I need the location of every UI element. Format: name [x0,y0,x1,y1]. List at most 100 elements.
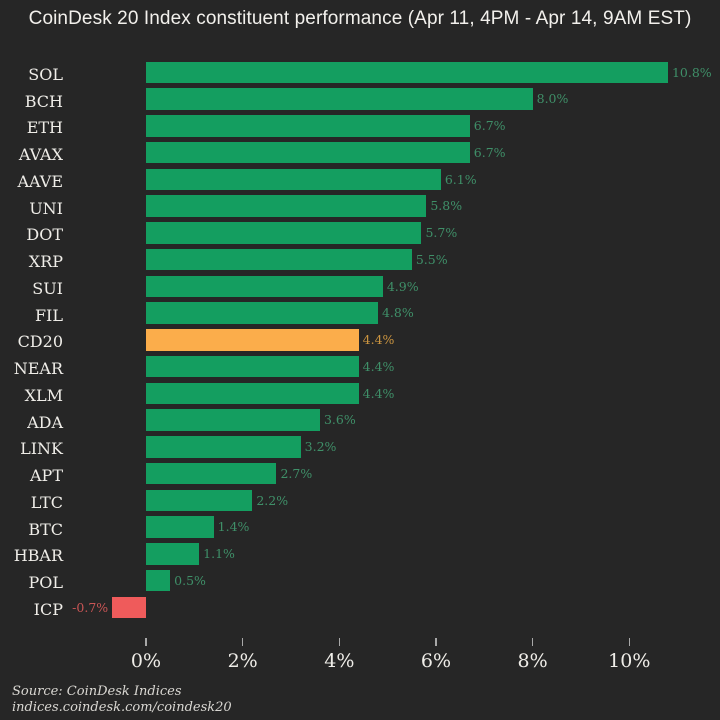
bar-eth [146,115,470,137]
category-label-hbar: HBAR [13,546,63,566]
category-label-cd20: CD20 [17,332,63,352]
category-label-btc: BTC [28,519,63,539]
bar-link [146,436,301,458]
bar-row-sol: SOL 10.8% [0,61,720,88]
x-tick-label-10%: 10% [608,650,651,672]
category-label-pol: POL [28,573,63,593]
bar-pol [146,569,171,592]
value-label-xlm: 4.4% [362,385,395,401]
category-label-xrp: XRP [28,252,63,272]
bar-uni [146,195,427,217]
bar-row-uni: UNI 5.8% [0,195,720,222]
category-label-fil: FIL [34,305,63,325]
category-label-apt: APT [30,466,63,486]
category-label-bch: BCH [24,91,63,111]
value-label-apt: 2.7% [280,465,313,481]
bar-ada [146,409,320,431]
category-label-uni: UNI [29,198,63,218]
value-label-sui: 4.9% [386,278,419,294]
source-line-1: Source: CoinDesk Indices [12,684,182,699]
x-tick-label-0%: 0% [130,650,162,672]
value-label-cd20: 4.4% [362,332,395,347]
category-label-aave: AAVE [17,171,63,191]
category-label-ada: ADA [27,412,63,432]
bar-apt [146,462,277,485]
value-label-pol: 0.5% [174,572,206,588]
category-label-eth: ETH [26,118,63,138]
bar-xlm [146,382,359,404]
value-label-icp: -0.7% [72,599,109,615]
value-label-avax: 6.7% [473,144,506,160]
value-label-fil: 4.8% [381,305,414,321]
bar-hbar [146,543,200,565]
bar-row-hbar: HBAR 1.1% [0,543,720,570]
bar-row-dot: DOT 5.7% [0,222,720,249]
bar-icp [112,596,146,618]
x-tick-label-4%: 4% [324,650,355,672]
bar-bch [146,88,533,110]
category-label-sui: SUI [32,278,63,298]
bar-row-ltc: LTC 2.2% [0,489,720,516]
x-tick-label-6%: 6% [420,650,452,672]
bar-row-btc: BTC 1.4% [0,516,720,543]
x-tick-label-8%: 8% [517,650,548,672]
bar-row-icp: ICP -0.7% [0,596,720,623]
category-label-ltc: LTC [30,492,63,512]
source-line-2: indices.coindesk.com/coindesk20 [12,699,232,715]
category-label-near: NEAR [13,359,63,379]
value-label-xrp: 5.5% [415,251,448,267]
bar-sui [146,275,383,297]
bar-row-sui: SUI 4.9% [0,275,720,302]
source-attribution: Source: CoinDesk Indices indices.coindes… [12,684,232,715]
bar-xrp [146,248,412,271]
bar-near [146,355,359,378]
value-label-dot: 5.7% [425,225,458,240]
category-label-icp: ICP [33,599,63,619]
category-label-dot: DOT [26,225,63,245]
value-label-aave: 6.1% [444,171,477,187]
bar-sol [146,61,668,83]
bar-row-ada: ADA 3.6% [0,409,720,436]
bar-row-pol: POL 0.5% [0,569,720,596]
x-tick-mark-2% [241,638,244,646]
x-tick-mark-4% [338,638,341,646]
value-label-sol: 10.8% [671,64,712,80]
x-tick-mark-10% [628,638,631,646]
value-label-bch: 8.0% [536,91,569,107]
bar-cd20 [146,329,359,351]
value-label-link: 3.2% [304,439,337,454]
value-label-ada: 3.6% [323,412,356,428]
value-label-eth: 6.7% [473,118,506,133]
value-label-ltc: 2.2% [256,492,289,508]
category-label-link: LINK [20,439,63,459]
x-tick-mark-0% [145,638,147,646]
chart-title: CoinDesk 20 Index constituent performanc… [28,8,692,29]
bar-row-bch: BCH 8.0% [0,88,720,115]
bar-row-xlm: XLM 4.4% [0,382,720,409]
bar-aave [146,168,441,190]
bar-row-link: LINK 3.2% [0,436,720,463]
value-label-btc: 1.4% [217,519,250,535]
bar-row-near: NEAR 4.4% [0,355,720,382]
bar-row-avax: AVAX 6.7% [0,141,720,168]
value-label-hbar: 1.1% [203,546,235,561]
bar-row-eth: ETH 6.7% [0,115,720,142]
bar-dot [146,222,422,244]
bar-row-aave: AAVE 6.1% [0,168,720,195]
bar-fil [146,302,378,324]
bar-row-fil: FIL 4.8% [0,302,720,329]
x-tick-mark-6% [435,638,437,646]
bar-row-xrp: XRP 5.5% [0,248,720,275]
category-label-sol: SOL [28,64,63,84]
bar-btc [146,516,214,538]
value-label-uni: 5.8% [430,198,463,214]
x-tick-mark-8% [531,638,534,646]
plot-area: SOL 10.8% BCH 8.0% ETH 6.7% AVAX 6.7% AAVE 6.1% UN… [0,61,720,623]
category-label-avax: AVAX [18,145,63,165]
bar-row-apt: APT 2.7% [0,462,720,489]
category-label-xlm: XLM [24,385,63,405]
x-tick-label-2%: 2% [227,650,258,672]
value-label-near: 4.4% [362,358,395,374]
bar-row-cd20: CD20 4.4% [0,329,720,356]
